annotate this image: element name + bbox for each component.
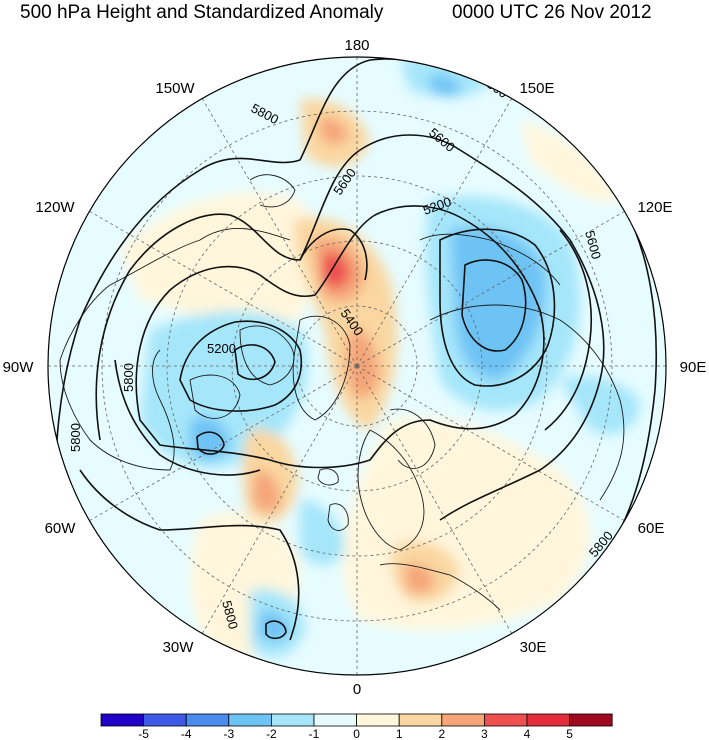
contour-5200-canada (179, 320, 302, 412)
anomaly-positive-strong-region (252, 469, 281, 513)
colorbar-swatch (441, 713, 485, 727)
contour-5000-canada-core (234, 344, 276, 381)
longitude-label-60e: 60E (638, 520, 665, 537)
colorbar-label: -1 (309, 727, 320, 740)
colorbar-swatch (356, 713, 400, 727)
colorbar: -5 -4 -3 -2 -1 0 1 2 3 4 5 (100, 713, 613, 740)
anomaly-negative-region (560, 376, 640, 434)
siberia-coast (419, 233, 561, 286)
contour-5800-atlantic (79, 469, 300, 641)
contour-5600-north-america (114, 359, 261, 476)
colorbar-label: 2 (438, 727, 445, 740)
colorbar-swatch (398, 713, 443, 727)
asia-coast (429, 304, 625, 501)
colorbar-swatch (270, 713, 315, 727)
anomaly-positive-weak-region (120, 192, 319, 330)
anomaly-positive-weak-region (520, 120, 620, 203)
longitude-label-180: 180 (344, 37, 369, 54)
colorbar-label: 1 (396, 727, 403, 740)
contour-5200-siberia (439, 228, 556, 387)
longitude-label-60w: 60W (45, 520, 77, 537)
longitude-label-30e: 30E (520, 639, 547, 656)
scandinavia-coast (389, 408, 436, 469)
colorbar-label: -5 (138, 727, 149, 740)
colorbar-swatch (483, 713, 528, 727)
anomaly-positive-strong-region (405, 563, 435, 594)
longitude-labels: 180 150W 150E 120W 120E 90W 90E 60W 60E … (3, 37, 707, 698)
colorbar-swatch (228, 713, 272, 727)
map-valid-time: 0000 UTC 26 Nov 2012 (452, 2, 652, 23)
contour-low-azores (265, 620, 287, 640)
anomaly-negative-region (140, 311, 308, 468)
contour-5000-siberia-core (461, 259, 527, 352)
mediterranean-coast (379, 563, 501, 611)
height-contours (55, 58, 657, 641)
anomaly-positive-strong-region (346, 329, 380, 399)
longitude-label-120e: 120E (637, 199, 672, 216)
longitude-label-150w: 150W (155, 80, 195, 97)
alaska-coast (249, 174, 296, 208)
colorbar-label: 3 (481, 727, 488, 740)
british-isles-coast (327, 503, 349, 531)
contour-label: 5600 (582, 229, 604, 261)
map-boundary (47, 56, 667, 676)
contour-low-newfoundland (196, 431, 225, 455)
map-disk: 5800 5800 5600 5600 5200 5400 5200 5600 … (48, 57, 666, 675)
colorbar-swatch (313, 713, 357, 727)
longitude-label-0: 0 (353, 681, 361, 698)
longitude-label-90e: 90E (680, 359, 707, 376)
contour-label: 5800 (219, 599, 241, 631)
colorbar-swatch (526, 713, 570, 727)
contour-label: 5800 (121, 363, 136, 392)
colorbar-swatch (100, 713, 144, 727)
anomaly-negative-strong-region (430, 74, 462, 97)
canadian-archipelago-coast (239, 325, 295, 386)
colorbar-label: -4 (181, 727, 192, 740)
hudson-bay-coast (189, 374, 241, 419)
longitude-label-30w: 30W (163, 639, 195, 656)
colorbar-label: -3 (223, 727, 234, 740)
colorbar-swatch (143, 713, 187, 727)
contour-5400-ring (135, 205, 545, 469)
anomaly-negative-strong-region (450, 226, 546, 380)
colorbar-label: 4 (524, 727, 531, 740)
contour-label: 5200 (207, 341, 236, 356)
longitude-label-150e: 150E (519, 80, 554, 97)
graticule (48, 57, 666, 675)
colorbar-label: 0 (353, 727, 360, 740)
contour-5600-outer (95, 134, 605, 521)
contour-label: 5800 (68, 423, 83, 452)
colorbar-swatch (569, 713, 613, 727)
map-title: 500 hPa Height and Standardized Anomaly (20, 2, 384, 23)
contour-5600-east-asia (544, 229, 593, 431)
longitude-label-90w: 90W (3, 359, 35, 376)
colorbar-label: -2 (266, 727, 277, 740)
anomaly-positive-strong-region (320, 117, 348, 145)
contour-5800-northern-pacific (55, 58, 657, 531)
contour-5400-pacific-ridge (299, 228, 368, 281)
iceland-coast (317, 468, 339, 486)
anomaly-positive-strongest-region (322, 252, 350, 288)
anomaly-negative-region (300, 500, 345, 565)
europe-coast (357, 429, 425, 551)
colorbar-swatch (185, 713, 230, 727)
colorbar-label: 5 (566, 727, 573, 740)
greenland-coast (292, 315, 351, 421)
longitude-label-120w: 120W (35, 199, 75, 216)
